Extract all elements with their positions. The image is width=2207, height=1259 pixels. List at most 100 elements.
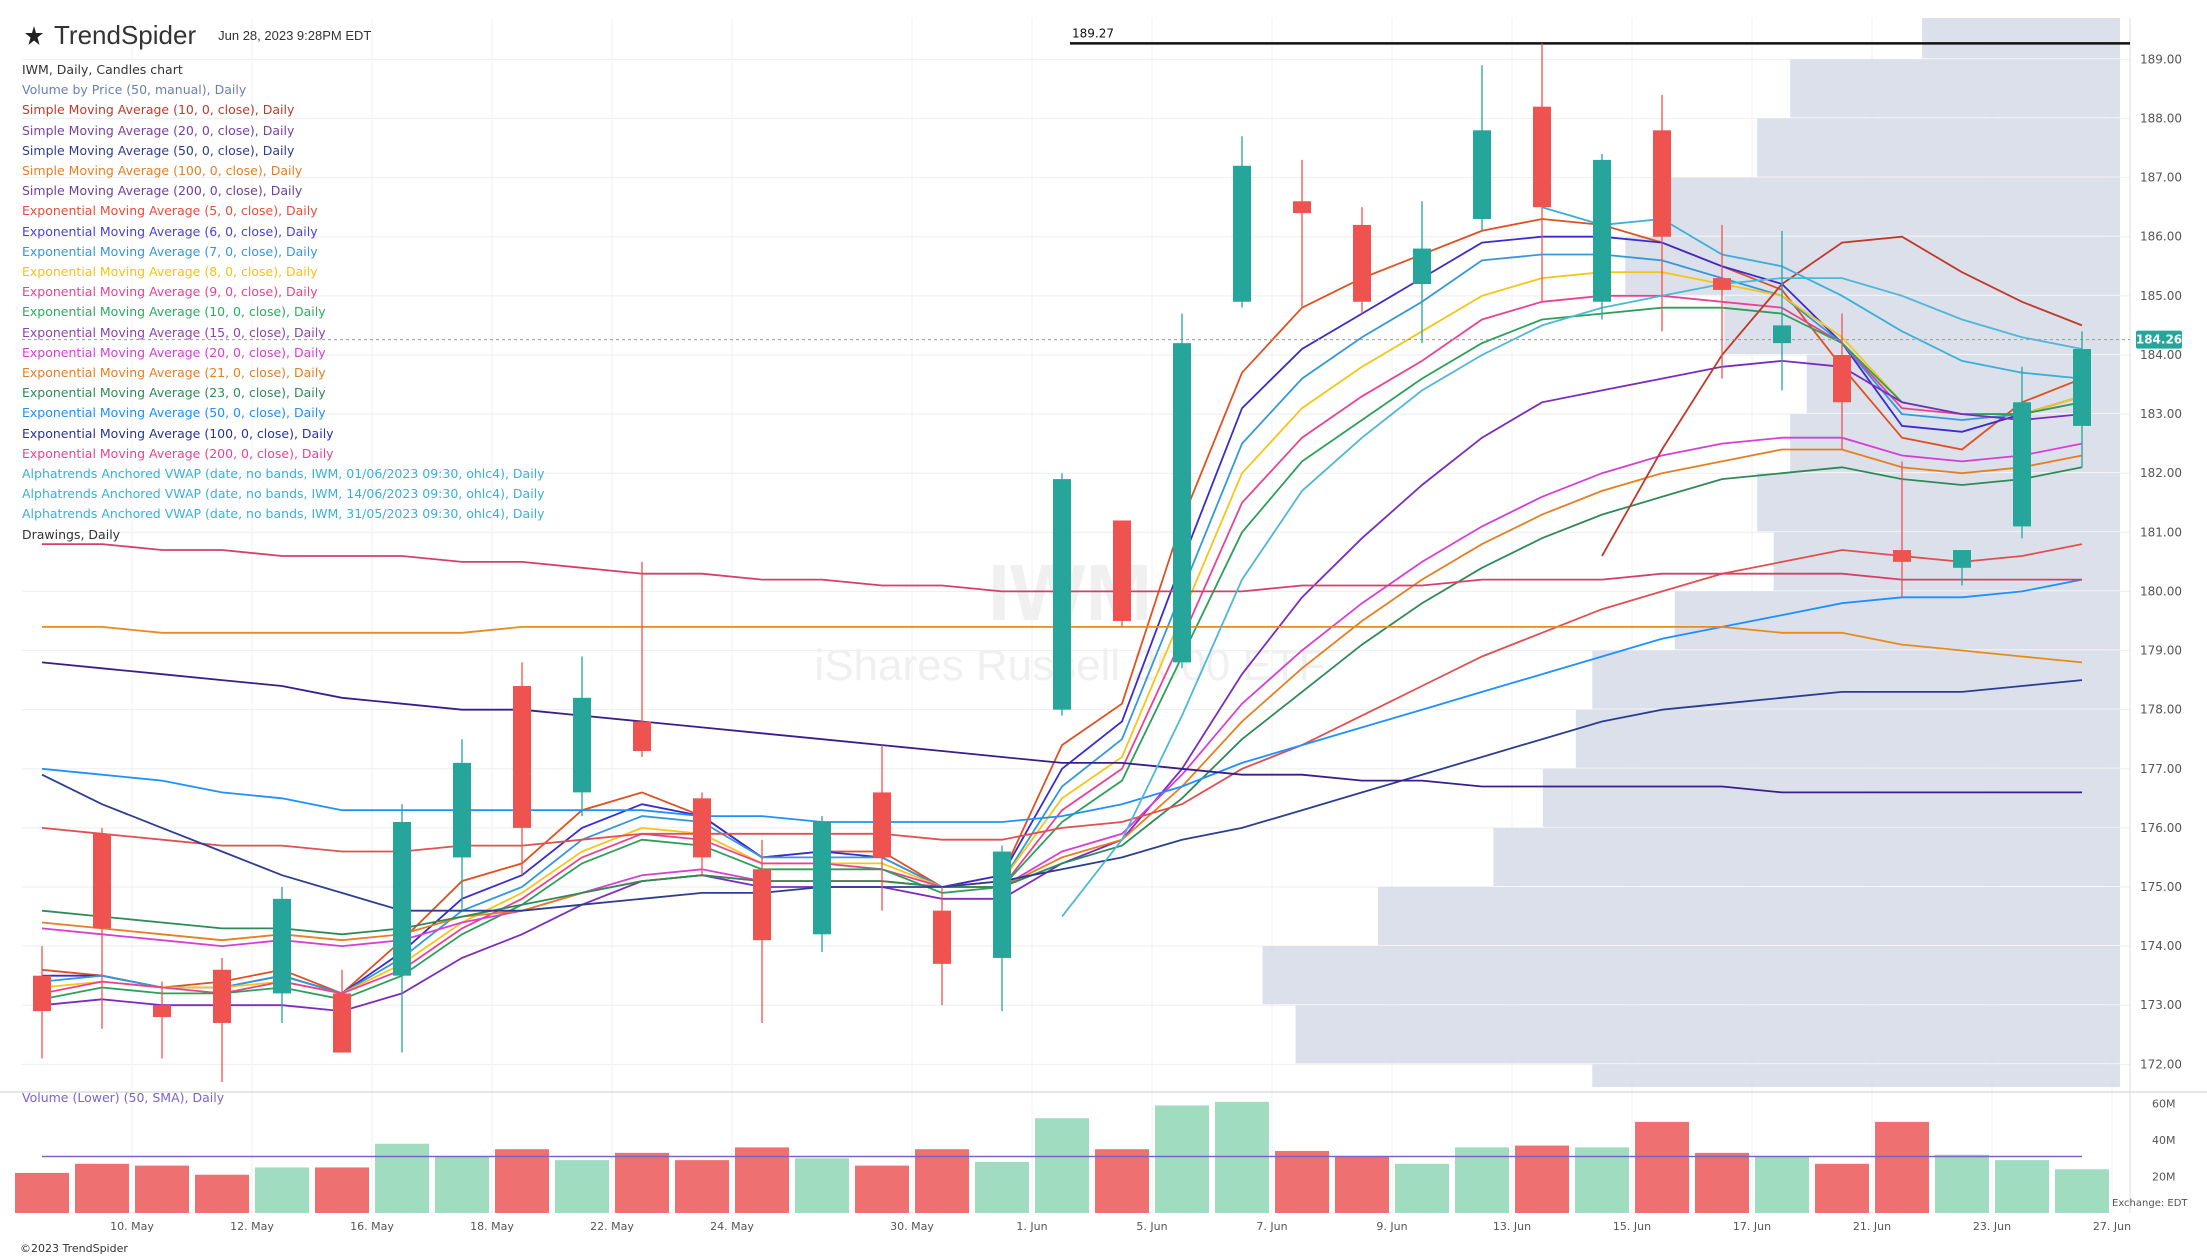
time-tick-label: 24. May <box>710 1220 754 1233</box>
volume-bar <box>1515 1145 1569 1213</box>
symbol-line: IWM, Daily, Candles chart <box>22 62 183 77</box>
time-tick-label: 15. Jun <box>1613 1220 1651 1233</box>
price-tick-label: 181.00 <box>2140 525 2182 539</box>
legend-item[interactable]: Simple Moving Average (20, 0, close), Da… <box>22 122 295 138</box>
candle-body <box>153 1005 171 1018</box>
volume-tick-label: 20M <box>2152 1171 2176 1184</box>
volume-bar <box>135 1165 189 1213</box>
price-tick-label: 184.00 <box>2140 348 2182 362</box>
legend-item[interactable]: Exponential Moving Average (23, 0, close… <box>22 385 326 401</box>
volume-bar <box>855 1165 909 1213</box>
resistance-line[interactable]: 189.27 <box>1070 26 2130 45</box>
candle <box>813 816 831 953</box>
candle-body <box>633 721 651 752</box>
candles[interactable] <box>33 43 2091 1083</box>
candle <box>1713 224 1731 379</box>
candle-body <box>1353 224 1371 302</box>
legend-item[interactable]: Exponential Moving Average (6, 0, close)… <box>22 223 318 239</box>
vbp-bar <box>1625 236 2120 295</box>
volume-bar <box>1095 1149 1149 1213</box>
legend-item[interactable]: Simple Moving Average (200, 0, close), D… <box>22 183 303 199</box>
legend-item[interactable]: Exponential Moving Average (7, 0, close)… <box>22 243 318 259</box>
candle <box>273 887 291 1023</box>
volume-bar <box>1455 1147 1509 1213</box>
candle <box>1773 230 1791 391</box>
time-tick-label: 27. Jun <box>2093 1220 2131 1233</box>
candle <box>93 827 111 1029</box>
legend-item[interactable]: Volume by Price (50, manual), Daily <box>22 82 247 98</box>
candle-body <box>93 833 111 929</box>
legend-item[interactable]: Alphatrends Anchored VWAP (date, no band… <box>22 466 545 482</box>
legend-item[interactable]: Exponential Moving Average (9, 0, close)… <box>22 284 318 300</box>
candle-body <box>1593 159 1611 302</box>
indicator-lines <box>22 206 2130 1013</box>
indicator-line <box>42 235 2083 995</box>
vbp-bar <box>1790 59 2120 118</box>
legend-item[interactable]: Exponential Moving Average (50, 0, close… <box>22 405 326 421</box>
candle <box>1593 153 1611 320</box>
candle-body <box>273 898 291 994</box>
volume-bar <box>735 1147 789 1213</box>
trendspider-logo-icon <box>25 25 43 45</box>
indicator-line <box>41 253 2083 995</box>
legend-item[interactable]: Alphatrends Anchored VWAP (date, no band… <box>22 486 545 502</box>
candle <box>933 887 951 1006</box>
volume-bar <box>1695 1152 1749 1213</box>
volume-bar <box>255 1167 309 1213</box>
candle-body <box>1233 165 1251 302</box>
candle-body <box>453 762 471 858</box>
header: TrendSpider Jun 28, 2023 9:28PM EDT <box>22 20 371 51</box>
candle <box>513 662 531 876</box>
legend-item[interactable]: Exponential Moving Average (8, 0, close)… <box>22 264 318 280</box>
time-tick-label: 10. May <box>110 1220 154 1233</box>
legend-item[interactable]: Simple Moving Average (100, 0, close), D… <box>22 163 303 179</box>
legend-item[interactable]: Exponential Moving Average (10, 0, close… <box>22 304 326 320</box>
candle <box>573 656 591 817</box>
candle-body <box>873 792 891 858</box>
volume-bar <box>915 1149 969 1213</box>
candle-body <box>213 969 231 1023</box>
legend-item[interactable]: Exponential Moving Average (5, 0, close)… <box>22 203 318 219</box>
vbp-bar <box>1262 946 2120 1005</box>
time-tick-label: 22. May <box>590 1220 634 1233</box>
candle <box>393 804 411 1053</box>
time-tick-label: 17. Jun <box>1733 1220 1771 1233</box>
legend-item[interactable]: Drawings, Daily <box>22 526 121 542</box>
legend-item[interactable]: Exponential Moving Average (200, 0, clos… <box>22 445 334 461</box>
legend-item[interactable]: Exponential Moving Average (21, 0, close… <box>22 365 326 381</box>
candle <box>1833 313 1851 450</box>
candle-body <box>513 686 531 828</box>
volume-bar <box>1815 1163 1869 1213</box>
candle-body <box>1893 550 1911 562</box>
volume-bar <box>495 1149 549 1213</box>
time-tick-label: 1. Jun <box>1016 1220 1047 1233</box>
volume-bar <box>195 1174 249 1213</box>
candle-body <box>1113 520 1131 621</box>
legend-item[interactable]: Simple Moving Average (10, 0, close), Da… <box>22 102 295 118</box>
volume-bar <box>555 1160 609 1213</box>
legend-item[interactable]: Exponential Moving Average (20, 0, close… <box>22 344 326 360</box>
legend-item[interactable]: Exponential Moving Average (100, 0, clos… <box>22 425 334 441</box>
candle-body <box>573 697 591 793</box>
volume-tick-label: 40M <box>2152 1134 2176 1147</box>
candle-body <box>393 821 411 976</box>
candle <box>1653 94 1671 332</box>
vbp-bar <box>1757 118 2120 177</box>
vbp-bar <box>1658 177 2120 236</box>
legend-item[interactable]: Alphatrends Anchored VWAP (date, no band… <box>22 506 545 522</box>
legend-item[interactable]: Exponential Moving Average (15, 0, close… <box>22 324 326 340</box>
vbp-bar <box>1790 414 2120 473</box>
timestamp: Jun 28, 2023 9:28PM EDT <box>218 28 372 43</box>
volume-bar <box>375 1143 429 1213</box>
vbp-bar <box>1773 532 2120 591</box>
vbp-bar <box>1295 1005 2120 1064</box>
legend-item[interactable]: Simple Moving Average (50, 0, close), Da… <box>22 142 295 158</box>
candle <box>333 969 351 1053</box>
indicator-line <box>41 661 2082 794</box>
candle <box>2013 366 2031 539</box>
price-tick-label: 182.00 <box>2140 466 2182 480</box>
last-price-label: 184.26 <box>2136 333 2182 347</box>
time-tick-label: 7. Jun <box>1256 1220 1287 1233</box>
time-tick-label: 16. May <box>350 1220 394 1233</box>
